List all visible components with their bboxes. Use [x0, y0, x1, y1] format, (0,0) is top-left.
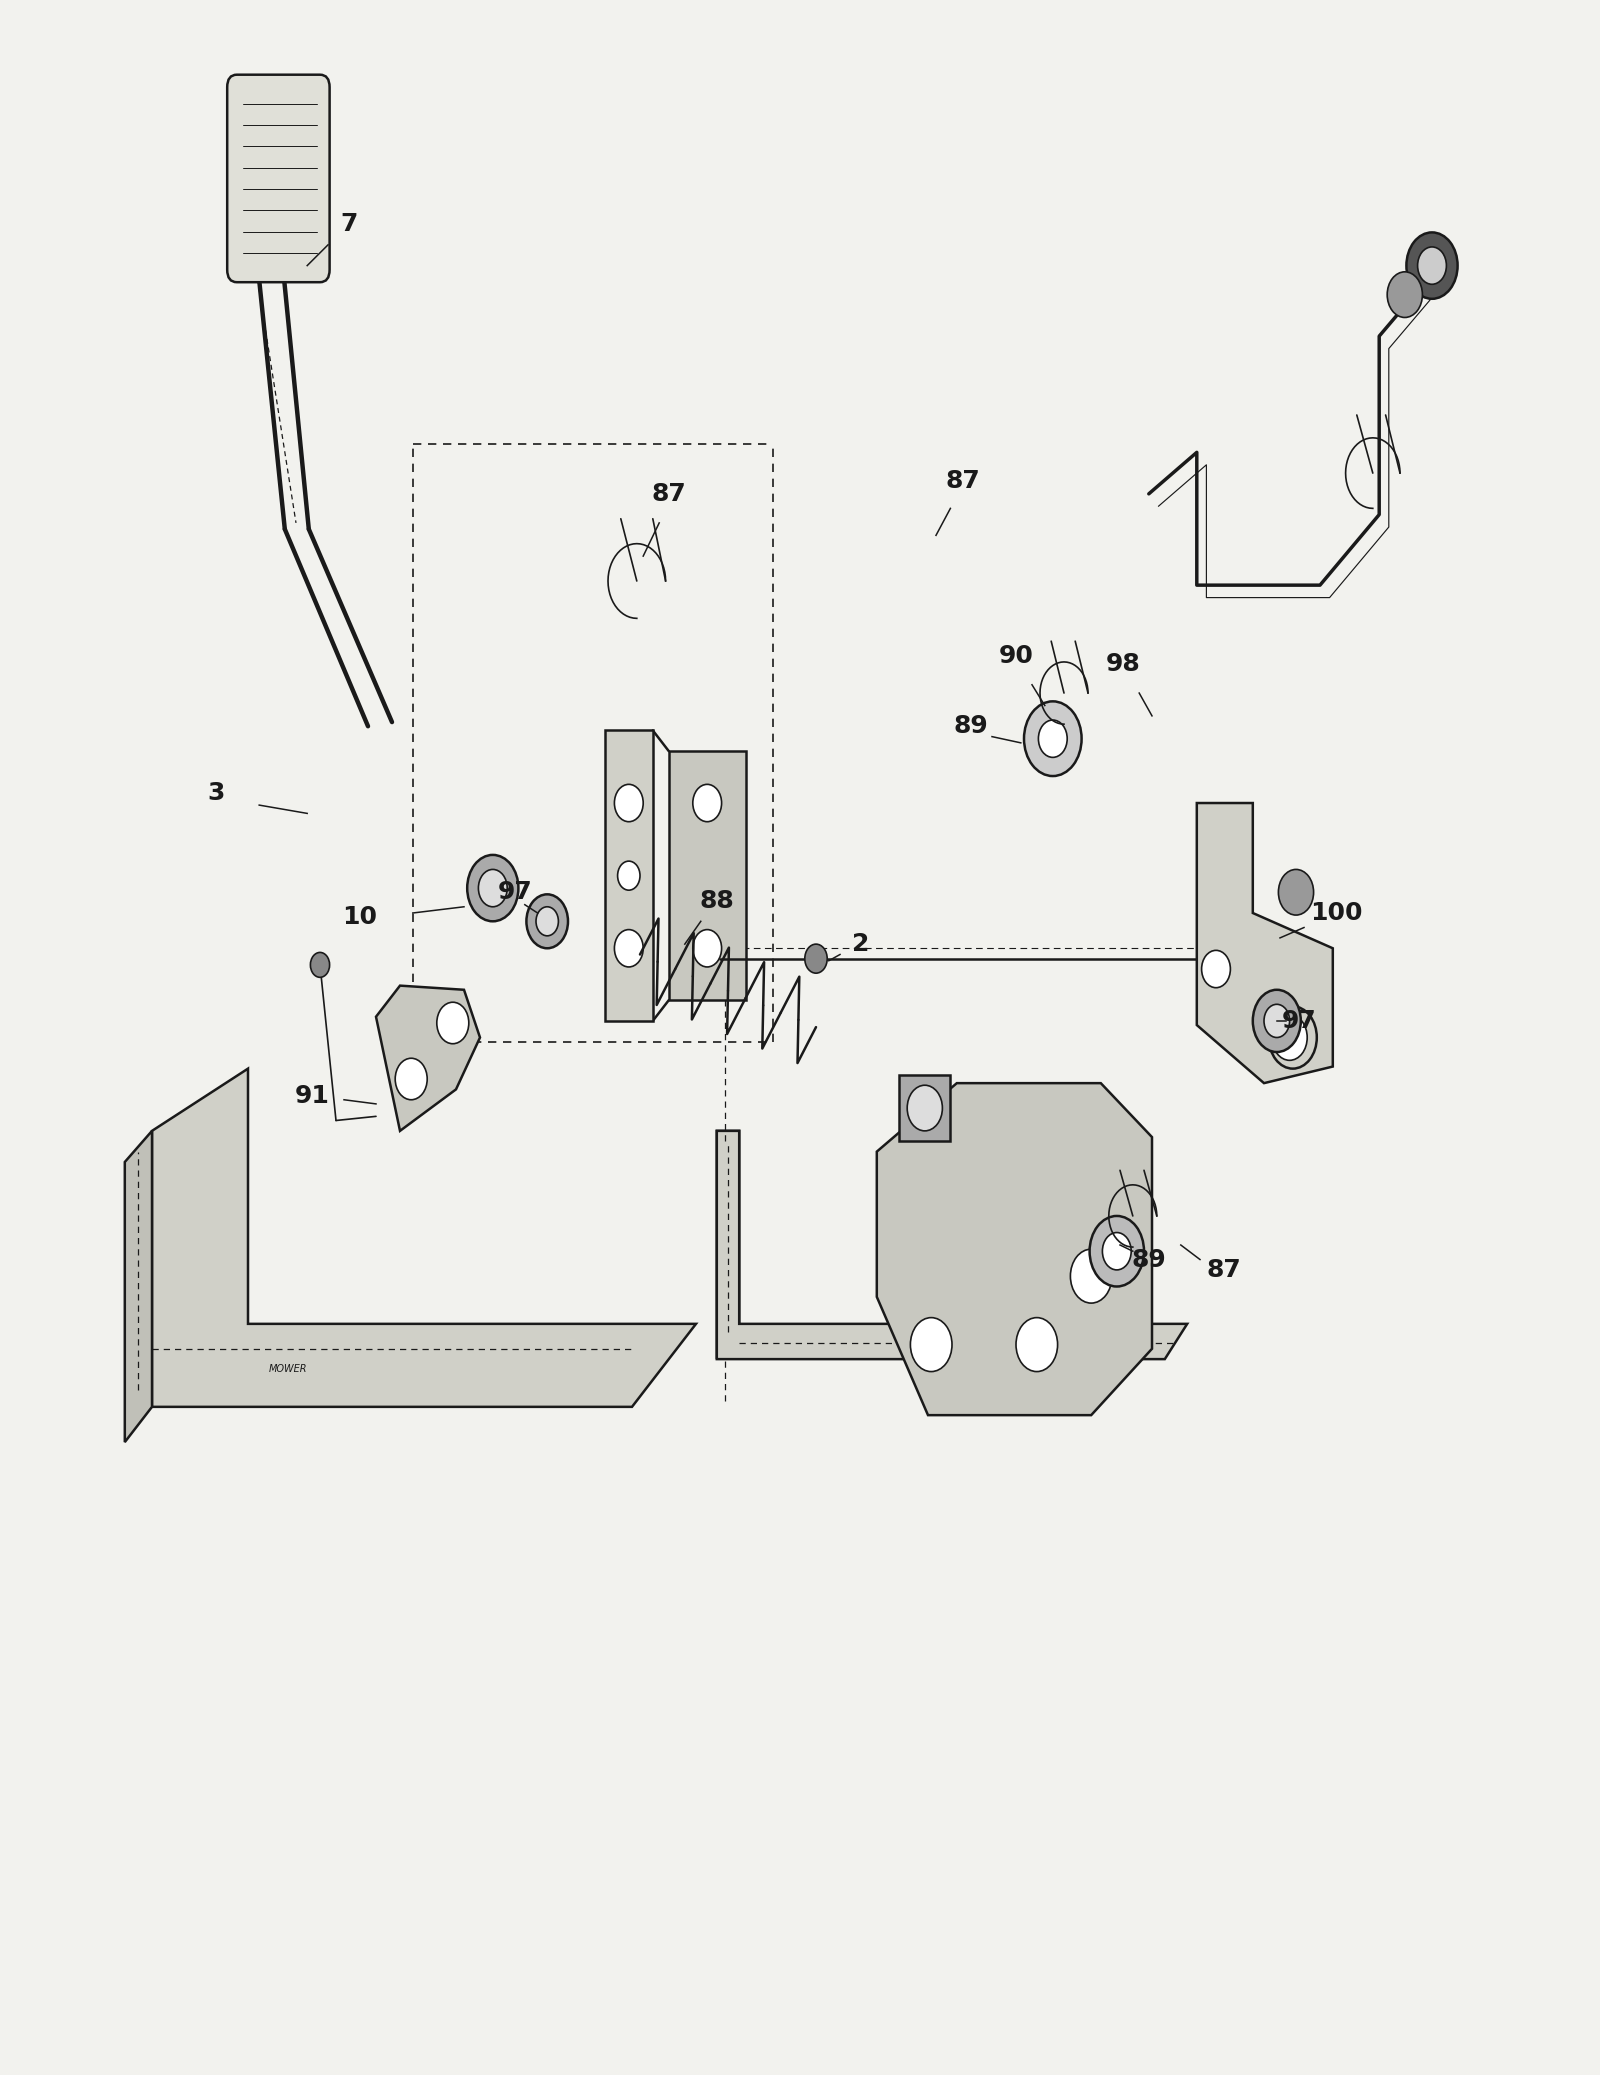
Text: 90: 90 — [998, 643, 1034, 668]
Circle shape — [693, 784, 722, 822]
Text: 10: 10 — [342, 905, 378, 930]
Polygon shape — [717, 1131, 1187, 1359]
Text: 97: 97 — [1282, 1008, 1317, 1033]
Text: 91: 91 — [294, 1083, 330, 1108]
Text: 87: 87 — [946, 469, 981, 494]
Circle shape — [1090, 1216, 1144, 1286]
Polygon shape — [717, 1131, 739, 1359]
Circle shape — [805, 944, 827, 973]
Circle shape — [693, 930, 722, 967]
Circle shape — [1406, 232, 1458, 299]
Text: 89: 89 — [1131, 1247, 1166, 1272]
FancyBboxPatch shape — [227, 75, 330, 282]
Polygon shape — [376, 986, 480, 1131]
Bar — [899, 1075, 950, 1141]
Polygon shape — [669, 751, 746, 1000]
Circle shape — [1253, 990, 1301, 1052]
Polygon shape — [605, 730, 653, 1021]
Circle shape — [310, 952, 330, 977]
Circle shape — [1070, 1249, 1112, 1303]
Text: 2: 2 — [853, 932, 869, 957]
Text: 3: 3 — [208, 780, 224, 805]
Circle shape — [1278, 869, 1314, 915]
Circle shape — [437, 1002, 469, 1044]
Circle shape — [618, 861, 640, 890]
Polygon shape — [1197, 803, 1333, 1083]
Circle shape — [1038, 720, 1067, 757]
Circle shape — [395, 1058, 427, 1100]
Text: 87: 87 — [651, 481, 686, 506]
Polygon shape — [125, 1131, 152, 1442]
Text: 100: 100 — [1310, 901, 1362, 925]
Text: 97: 97 — [498, 880, 533, 905]
Circle shape — [467, 855, 518, 921]
Circle shape — [536, 907, 558, 936]
Text: MOWER: MOWER — [269, 1365, 307, 1374]
Polygon shape — [877, 1083, 1152, 1415]
Circle shape — [910, 1318, 952, 1372]
Circle shape — [1024, 701, 1082, 776]
Circle shape — [907, 1085, 942, 1131]
Circle shape — [1016, 1318, 1058, 1372]
Circle shape — [1272, 1015, 1307, 1060]
Text: 87: 87 — [1206, 1257, 1242, 1282]
Circle shape — [1264, 1004, 1290, 1038]
Text: 88: 88 — [699, 888, 734, 913]
Circle shape — [1102, 1233, 1131, 1270]
Text: 7: 7 — [341, 212, 357, 237]
Polygon shape — [152, 1069, 696, 1407]
Circle shape — [526, 894, 568, 948]
Circle shape — [614, 784, 643, 822]
Circle shape — [1202, 950, 1230, 988]
Text: 89: 89 — [954, 714, 989, 739]
Circle shape — [478, 869, 507, 907]
Text: 98: 98 — [1106, 652, 1141, 676]
Circle shape — [614, 930, 643, 967]
Circle shape — [1387, 272, 1422, 317]
Circle shape — [1418, 247, 1446, 284]
